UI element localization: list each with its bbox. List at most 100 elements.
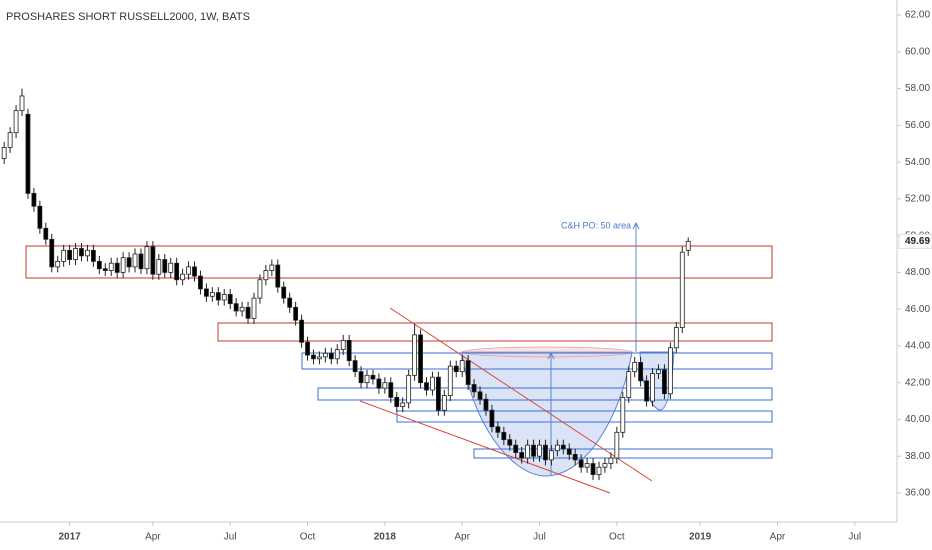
candle-body xyxy=(198,275,203,290)
candle-body xyxy=(156,259,162,275)
candle-body xyxy=(180,273,186,281)
x-tick-label: Apr xyxy=(454,532,470,543)
candle-body xyxy=(471,384,477,393)
candle-body xyxy=(459,360,465,373)
candle-body xyxy=(435,376,441,411)
candle-body xyxy=(79,248,84,257)
candle-body xyxy=(287,297,293,308)
candle-body xyxy=(102,268,108,271)
candle-body xyxy=(626,371,632,398)
candle-body xyxy=(221,294,227,301)
candle-body xyxy=(162,259,168,273)
drawings: C&H PO: 50 area xyxy=(25,220,773,494)
candle-body xyxy=(424,382,429,391)
trend-line xyxy=(389,307,653,482)
candle-body xyxy=(531,444,536,457)
candle-body xyxy=(281,286,287,299)
y-tick-label: 58.00 xyxy=(905,83,930,94)
last-price-label: 49.69 xyxy=(905,236,930,247)
candle-body xyxy=(43,227,49,240)
candle-body xyxy=(453,365,459,373)
x-tick-label: 2017 xyxy=(58,532,81,543)
candle-body xyxy=(667,347,673,395)
candle-body xyxy=(447,365,453,396)
y-tick-label: 56.00 xyxy=(905,120,930,131)
candle-body xyxy=(37,205,43,229)
candle-body xyxy=(215,292,221,301)
candle-body xyxy=(352,360,358,373)
candle-body xyxy=(620,396,626,433)
candle-body xyxy=(638,362,644,382)
candle-body xyxy=(400,402,406,407)
candle-body xyxy=(412,334,417,376)
candle-body xyxy=(233,303,239,312)
candle-body xyxy=(602,463,608,468)
support-zone xyxy=(301,352,773,370)
candle-body xyxy=(144,246,150,270)
candle-body xyxy=(685,240,691,251)
candle-body xyxy=(483,398,489,411)
candle-body xyxy=(662,369,667,395)
x-tick-label: Jul xyxy=(224,532,237,543)
candle-body xyxy=(608,457,614,464)
candle-body xyxy=(322,352,328,358)
candle-body xyxy=(501,431,507,441)
candle-body xyxy=(138,253,144,270)
candle-body xyxy=(168,262,174,273)
candle-body xyxy=(430,376,435,391)
candle-body xyxy=(245,306,251,319)
candles xyxy=(1,88,691,481)
candle-body xyxy=(489,409,495,428)
candle-body xyxy=(673,327,679,349)
candle-body xyxy=(31,192,37,207)
resistance-zone xyxy=(217,322,773,342)
y-tick-label: 46.00 xyxy=(905,304,930,315)
y-tick-label: 54.00 xyxy=(905,157,930,168)
candle-body xyxy=(132,253,138,268)
candle-body xyxy=(1,147,7,159)
x-tick-label: 2018 xyxy=(374,532,397,543)
candle-body xyxy=(239,306,245,312)
candle-body xyxy=(25,113,31,194)
candle-body xyxy=(441,395,447,411)
y-tick-label: 48.00 xyxy=(905,267,930,278)
x-tick-label: 2019 xyxy=(689,532,712,543)
candle-body xyxy=(120,257,126,273)
resistance-zone xyxy=(25,245,773,279)
candle-body xyxy=(590,463,596,475)
candle-body xyxy=(560,444,566,450)
support-zone xyxy=(396,410,773,423)
candle-body xyxy=(257,279,263,299)
candle-body xyxy=(656,369,661,374)
candle-body xyxy=(311,354,316,360)
candle-body xyxy=(204,288,209,297)
candle-body xyxy=(275,264,281,288)
candle-body xyxy=(584,463,590,468)
candle-body xyxy=(418,334,423,384)
candle-body xyxy=(317,356,322,360)
candle-body xyxy=(358,371,364,384)
candle-body xyxy=(61,249,67,262)
arrow-head xyxy=(547,351,555,360)
candle-body xyxy=(209,292,215,297)
candle-body xyxy=(293,306,299,321)
candle-body xyxy=(543,444,548,461)
candle-body xyxy=(507,439,513,446)
cup-rim xyxy=(461,346,633,358)
y-tick-label: 36.00 xyxy=(905,488,930,499)
x-tick-label: Jul xyxy=(848,532,861,543)
candle-body xyxy=(49,238,55,268)
candle-body xyxy=(525,444,531,459)
y-tick-label: 52.00 xyxy=(905,194,930,205)
y-tick-label: 60.00 xyxy=(905,46,930,57)
y-tick-label: 44.00 xyxy=(905,341,930,352)
candle-body xyxy=(537,444,542,457)
candle-body xyxy=(328,352,334,360)
candle-body xyxy=(90,249,96,262)
candle-body xyxy=(263,270,269,281)
y-tick-label: 38.00 xyxy=(905,451,930,462)
candle-body xyxy=(572,453,578,461)
candle-body xyxy=(96,260,102,270)
